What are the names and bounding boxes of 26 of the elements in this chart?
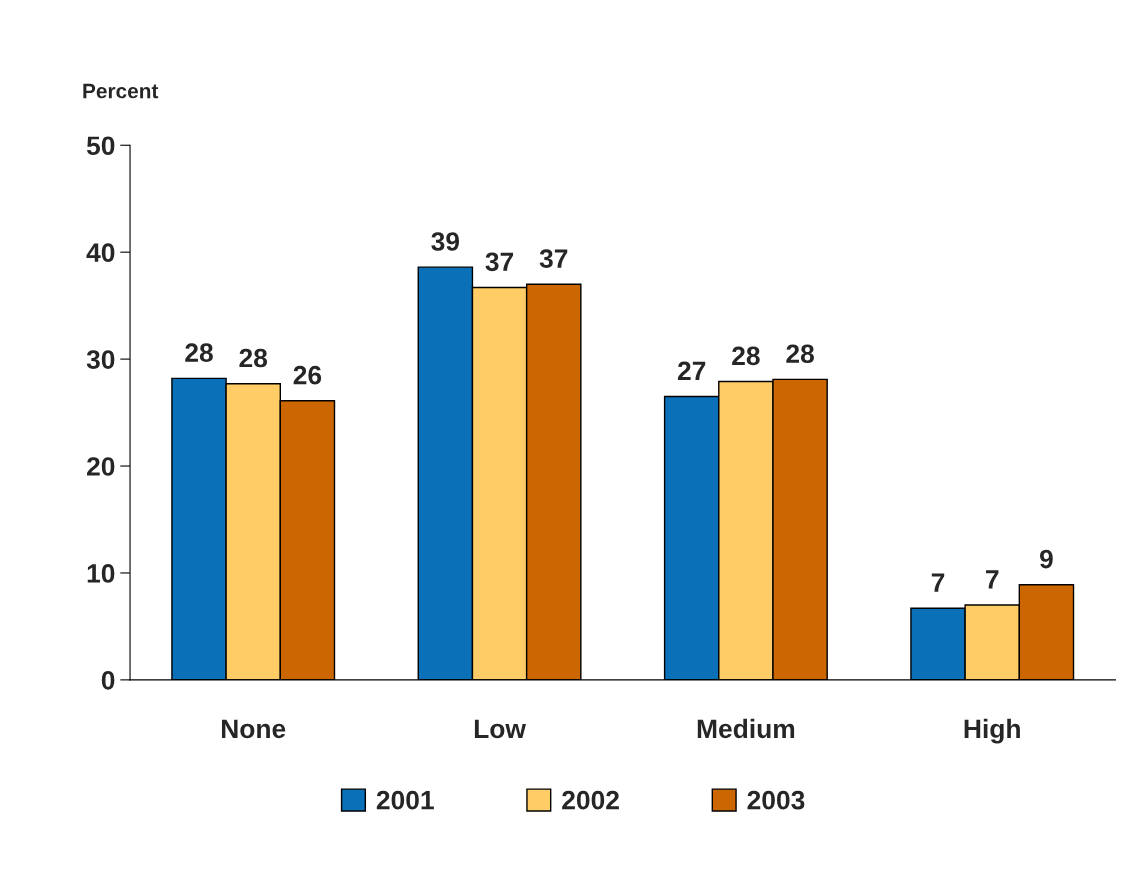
data-label: 9 xyxy=(1040,549,1053,569)
y-tick-label: 30 xyxy=(86,350,115,369)
data-label: 7 xyxy=(986,570,999,589)
data-label: 28 xyxy=(185,343,213,363)
data-label: 27 xyxy=(677,361,706,380)
y-tick-label: 50 xyxy=(86,136,115,156)
data-label: 26 xyxy=(293,365,322,385)
data-label: 7 xyxy=(931,573,945,592)
x-tick-label: Low xyxy=(474,719,526,739)
data-label: 28 xyxy=(732,346,760,366)
data-label: 39 xyxy=(431,232,460,251)
y-tick-label: 0 xyxy=(101,671,115,690)
data-label: 37 xyxy=(485,252,514,272)
x-tick-label: None xyxy=(221,719,286,739)
y-tick-label: 20 xyxy=(87,457,115,476)
legend-label: 2003 xyxy=(747,790,805,810)
legend-label: 2001 xyxy=(376,790,434,810)
data-label: 28 xyxy=(786,344,814,364)
y-tick-label: 10 xyxy=(87,564,115,583)
legend-label: 2002 xyxy=(562,790,619,810)
x-tick-label: Medium xyxy=(697,718,795,739)
data-label: 28 xyxy=(239,348,268,368)
y-tick-label: 40 xyxy=(86,243,115,262)
x-tick-label: High xyxy=(964,718,1020,744)
data-label: 37 xyxy=(539,249,568,268)
y-axis-title: Percent xyxy=(83,83,159,99)
